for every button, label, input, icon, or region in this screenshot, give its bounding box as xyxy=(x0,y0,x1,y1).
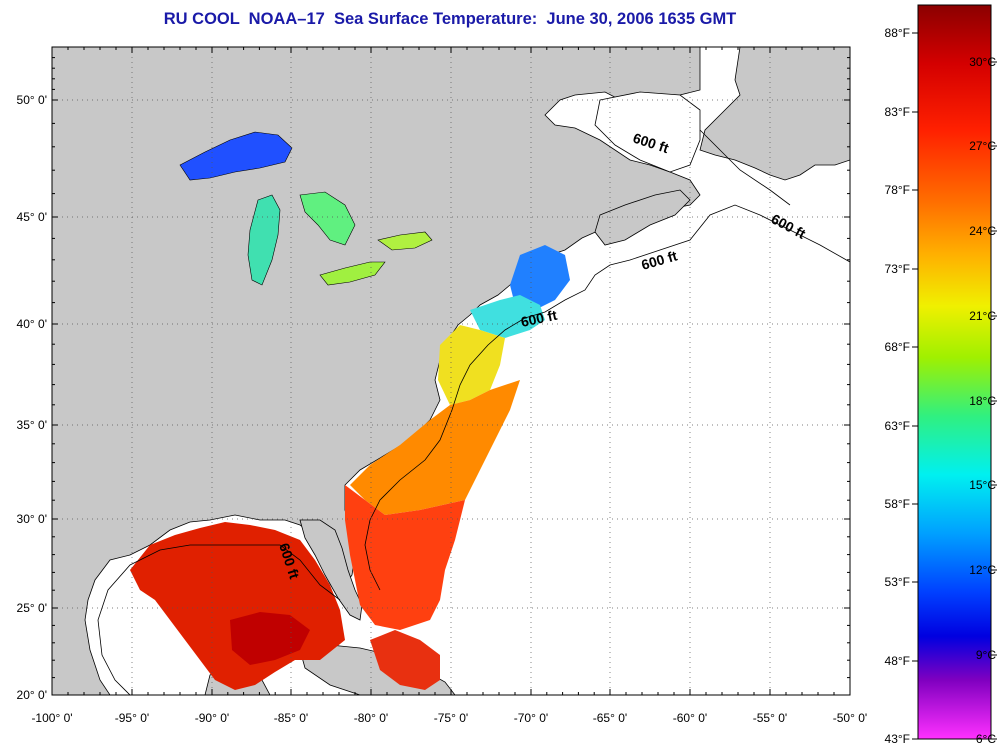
latitude-label: 35° 0' xyxy=(17,418,47,432)
colorbar-label-fahrenheit: 78°F xyxy=(885,183,910,197)
colorbar-label-celsius: 15°C xyxy=(969,478,996,492)
longitude-label: -95° 0' xyxy=(115,711,149,725)
gulf-sst-dark-red xyxy=(230,612,310,665)
atlantic-sst-red xyxy=(345,485,465,630)
latitude-label: 30° 0' xyxy=(17,512,47,526)
longitude-label: -70° 0' xyxy=(514,711,548,725)
lake-erie-sst xyxy=(319,261,386,286)
longitude-label: -85° 0' xyxy=(274,711,308,725)
latitude-label: 50° 0' xyxy=(17,93,47,107)
longitude-label: -55° 0' xyxy=(753,711,787,725)
longitude-label: -90° 0' xyxy=(195,711,229,725)
longitude-label: -50° 0' xyxy=(833,711,867,725)
latitude-label: 20° 0' xyxy=(17,688,47,702)
colorbar-label-fahrenheit: 88°F xyxy=(885,26,910,40)
land-mass-nova-scotia xyxy=(594,189,691,246)
latitude-label: 25° 0' xyxy=(17,601,47,615)
atlantic-sst-cyan xyxy=(470,295,545,338)
caribbean-sst xyxy=(370,630,440,690)
colorbar-label-fahrenheit: 68°F xyxy=(885,340,910,354)
colorbar-label-celsius: 12°C xyxy=(969,563,996,577)
gulf-of-st-lawrence xyxy=(594,91,701,173)
latitude-label: 40° 0' xyxy=(17,317,47,331)
colorbar-label-celsius: 21°C xyxy=(969,309,996,323)
colorbar-label-fahrenheit: 48°F xyxy=(885,654,910,668)
land-mass-newfoundland xyxy=(699,47,850,181)
colorbar-ticks: 88°F 83°F 78°F 73°F 68°F 63°F 58°F 53°F 48°F 43°F… xyxy=(885,26,997,746)
longitude-label: -100° 0' xyxy=(31,711,72,725)
colorbar-label-fahrenheit: 53°F xyxy=(885,575,910,589)
lake-huron-sst xyxy=(299,191,356,246)
colorbar-label-celsius: 27°C xyxy=(969,139,996,153)
longitude-label: -65° 0' xyxy=(593,711,627,725)
colorbar-label-fahrenheit: 83°F xyxy=(885,105,910,119)
atlantic-sst-orange xyxy=(350,380,520,515)
map-title: RU COOL NOAA–17 Sea Surface Temperature:… xyxy=(163,10,737,28)
land-mass-florida xyxy=(299,519,363,621)
colorbar-label-celsius: 9°C xyxy=(976,648,996,662)
lake-michigan-sst xyxy=(247,194,281,286)
colorbar-label-celsius: 18°C xyxy=(969,394,996,408)
depth-contour-lines xyxy=(97,129,850,695)
longitude-label: -80° 0' xyxy=(354,711,388,725)
lake-superior-sst xyxy=(179,131,293,181)
lake-ontario-sst xyxy=(377,231,433,251)
colorbar-label-fahrenheit: 73°F xyxy=(885,262,910,276)
colorbar-label-celsius: 24°C xyxy=(969,224,996,238)
axis-ticks: -100° 0' -95° 0' -90° 0' -85° 0' -80° 0' -75°… xyxy=(17,46,867,725)
latitude-label: 45° 0' xyxy=(17,210,47,224)
colorbar-label-fahrenheit: 58°F xyxy=(885,497,910,511)
atlantic-sst-blue xyxy=(510,245,570,310)
colorbar-label-celsius: 6°C xyxy=(976,732,996,746)
map-graticule xyxy=(52,47,850,695)
longitude-label: -60° 0' xyxy=(673,711,707,725)
longitude-label: -75° 0' xyxy=(434,711,468,725)
colorbar-label-fahrenheit: 63°F xyxy=(885,419,910,433)
colorbar-label-fahrenheit: 43°F xyxy=(885,732,910,746)
colorbar-label-celsius: 30°C xyxy=(969,55,996,69)
colorbar xyxy=(917,4,992,740)
contour-label-600ft: 600 ft xyxy=(519,307,558,330)
